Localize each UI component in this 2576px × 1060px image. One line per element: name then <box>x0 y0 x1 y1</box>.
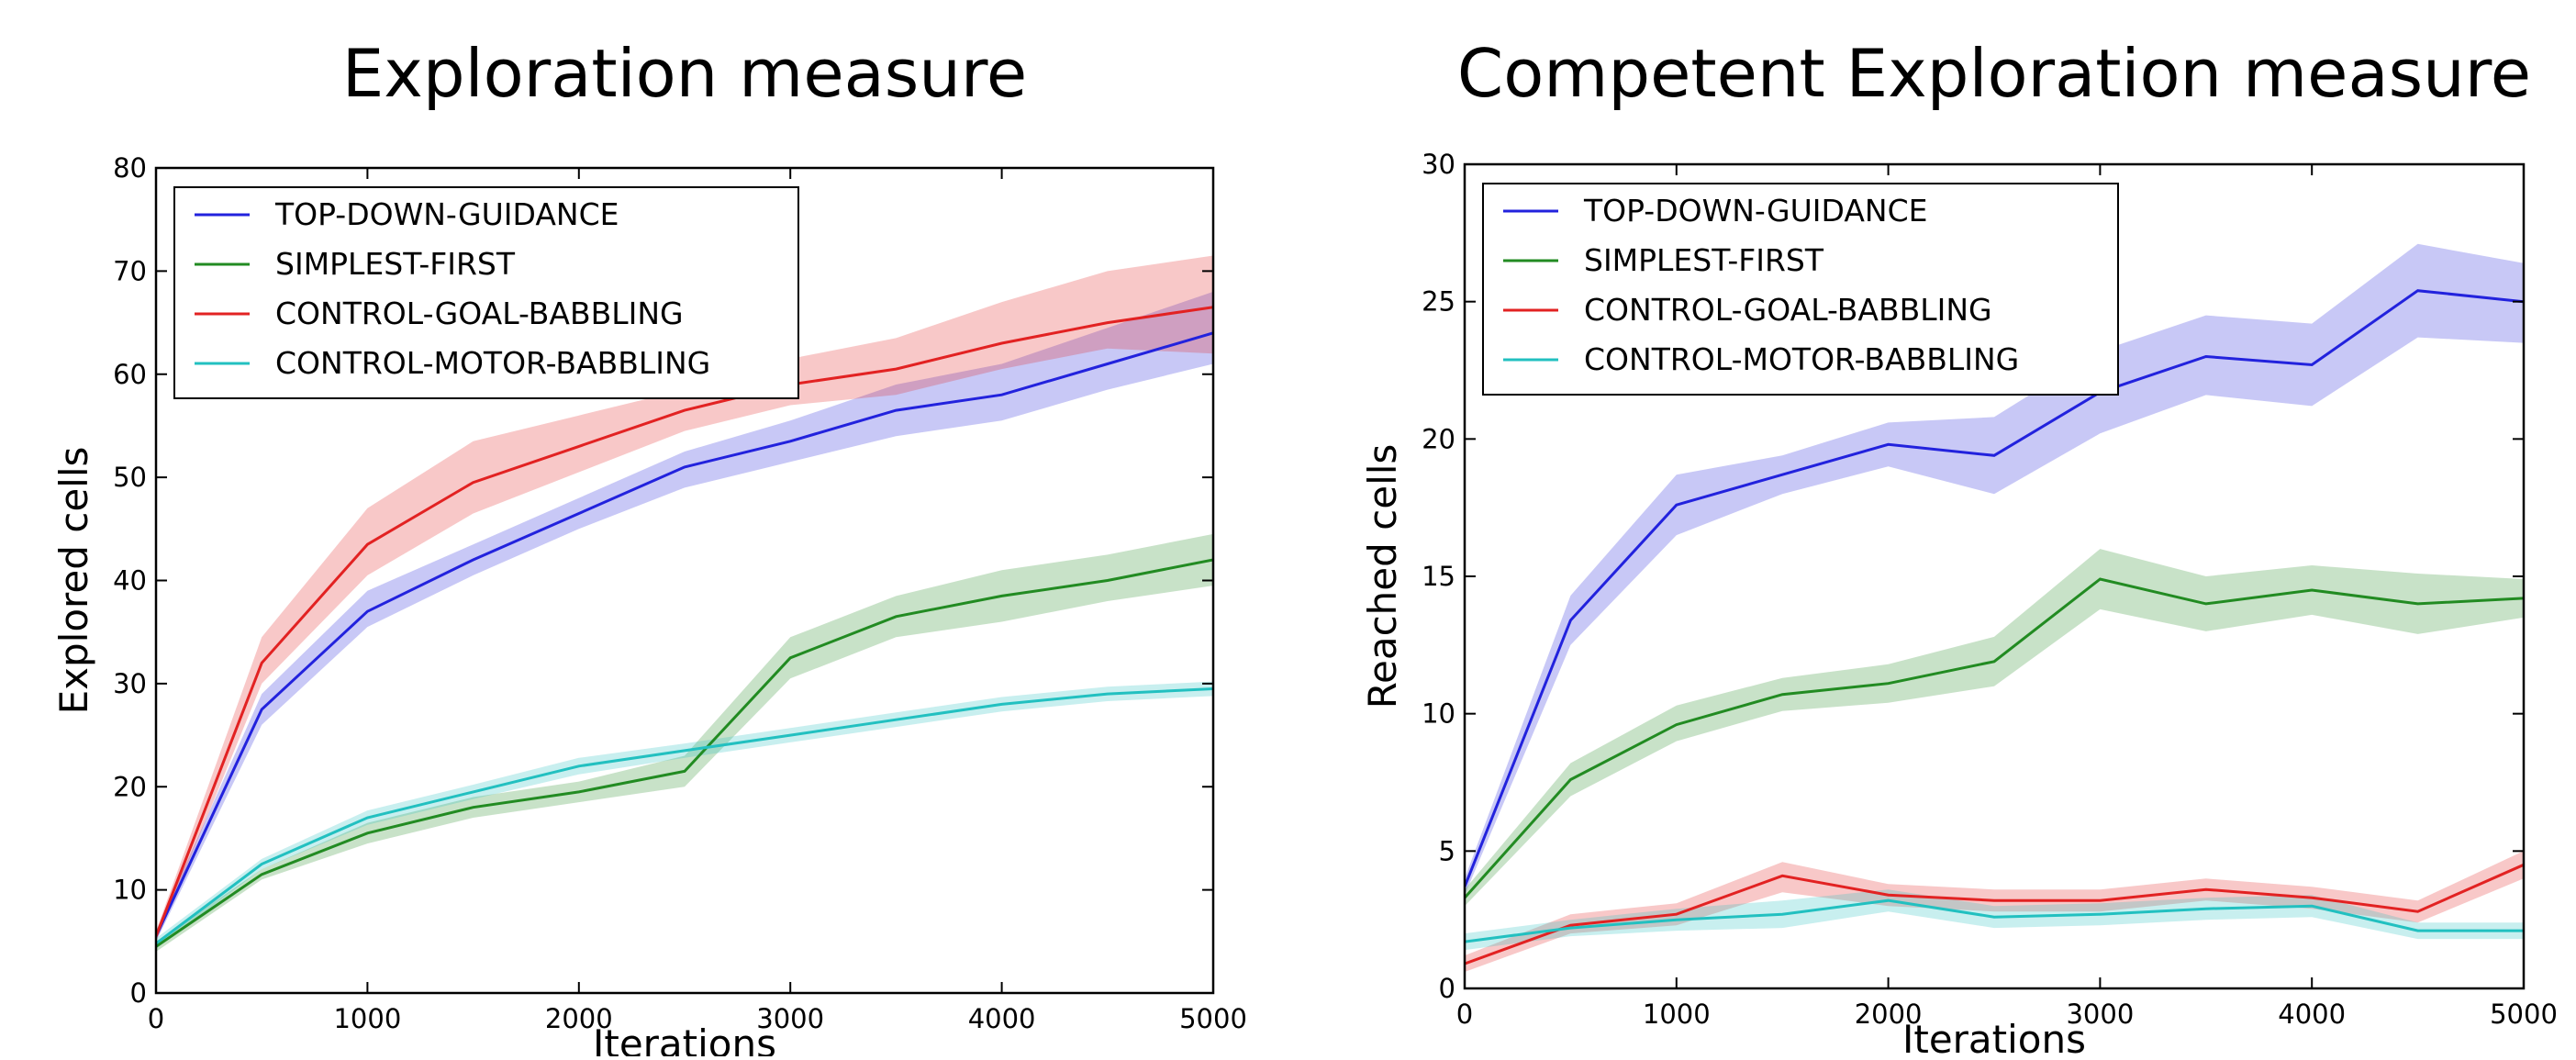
y-tick-label: 60 <box>113 359 147 390</box>
series-line-control-motor-babbling <box>1465 898 2524 943</box>
x-tick-label: 4000 <box>2278 999 2346 1030</box>
y-tick-label: 0 <box>130 977 147 1009</box>
legend-label-simplest-first: SIMPLEST-FIRST <box>275 246 516 282</box>
legend-label-control-goal-babbling: CONTROL-GOAL-BABBLING <box>1584 292 1992 328</box>
legend-label-top-down-guidance: TOP-DOWN-GUIDANCE <box>274 196 619 232</box>
y-tick-label: 30 <box>1422 149 1455 180</box>
legend-label-control-motor-babbling: CONTROL-MOTOR-BABBLING <box>1584 341 2019 377</box>
series-line-control-motor-babbling <box>156 687 1213 945</box>
y-axis-label: Reached cells <box>1360 444 1405 709</box>
x-tick-label: 5000 <box>1179 1003 1247 1034</box>
x-tick-label: 0 <box>148 1003 164 1034</box>
band-simplest-first <box>156 533 1213 952</box>
y-tick-label: 20 <box>1422 423 1455 454</box>
legend-box <box>173 186 799 399</box>
series-line-control-goal-babbling <box>156 306 1213 937</box>
chart-title: Competent Exploration measure <box>1457 35 2531 112</box>
y-tick-label: 40 <box>113 565 147 597</box>
y-tick-label: 25 <box>1422 286 1455 318</box>
band-control-goal-babbling <box>1465 851 2524 972</box>
legend: TOP-DOWN-GUIDANCE SIMPLEST-FIRST CONTROL-G… <box>173 186 799 399</box>
legend-label-control-goal-babbling: CONTROL-GOAL-BABBLING <box>275 296 684 331</box>
x-axis-label: Iterations <box>593 1021 776 1056</box>
y-tick-label: 10 <box>113 875 147 906</box>
legend-label-simplest-first: SIMPLEST-FIRST <box>1584 242 1824 278</box>
legend: TOP-DOWN-GUIDANCE SIMPLEST-FIRST CONTROL-G… <box>1482 183 2119 396</box>
series-line-control-goal-babbling <box>1465 863 2524 965</box>
chart-title: Exploration measure <box>342 35 1027 112</box>
y-tick-label: 5 <box>1439 835 1455 866</box>
x-tick-label: 3000 <box>756 1003 824 1034</box>
band-top-down-guidance <box>1465 243 2524 896</box>
x-tick-label: 4000 <box>968 1003 1036 1034</box>
y-tick-label: 15 <box>1422 561 1455 592</box>
x-tick-label: 0 <box>1456 999 1473 1030</box>
x-tick-label: 1000 <box>333 1003 401 1034</box>
x-tick-label: 5000 <box>2490 999 2558 1030</box>
band-top-down-guidance <box>156 291 1213 942</box>
series-line-top-down-guidance <box>156 331 1213 937</box>
legend-label-control-motor-babbling: CONTROL-MOTOR-BABBLING <box>275 345 710 381</box>
y-axis-label: Explored cells <box>51 447 96 715</box>
y-tick-label: 0 <box>1439 973 1455 1004</box>
y-tick-label: 80 <box>113 152 147 184</box>
x-tick-label: 2000 <box>545 1003 613 1034</box>
x-axis-label: Iterations <box>1902 1017 2086 1056</box>
y-tick-label: 70 <box>113 255 147 286</box>
plot-area <box>1465 243 2524 972</box>
band-control-motor-babbling <box>156 681 1213 949</box>
y-tick-label: 20 <box>113 771 147 802</box>
legend-box <box>1482 183 2119 396</box>
y-tick-label: 50 <box>113 462 147 493</box>
x-tick-label: 3000 <box>2066 999 2134 1030</box>
band-simplest-first <box>1465 549 2524 907</box>
legend-label-top-down-guidance: TOP-DOWN-GUIDANCE <box>1583 193 1927 229</box>
y-tick-label: 10 <box>1422 698 1455 730</box>
chart-1: Exploration measure 0 1000 2000 3000 4000 5000… <box>51 35 1247 1060</box>
series-line-top-down-guidance <box>1465 289 2524 887</box>
x-tick-label: 1000 <box>1643 999 1711 1030</box>
series-line-simplest-first <box>156 558 1213 948</box>
y-tick-label: 30 <box>113 668 147 699</box>
x-tick-label: 2000 <box>1855 999 1923 1030</box>
series-line-simplest-first <box>1465 577 2524 899</box>
chart-2: Competent Exploration measure 0 1000 2000 30… <box>1360 35 2558 1060</box>
band-control-motor-babbling <box>1465 889 2524 951</box>
